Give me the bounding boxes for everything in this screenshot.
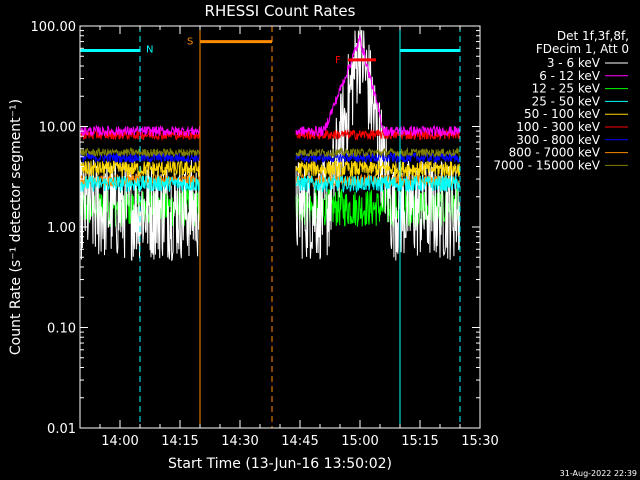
legend: Det 1f,3f,8f, FDecim 1, Att 0 3 - 6 keV6… bbox=[493, 29, 629, 172]
y-tick-label: 0.01 bbox=[47, 422, 76, 437]
legend-entry-label: 50 - 100 keV bbox=[524, 107, 601, 121]
axes: 0.01 0.10 1.00 10.00 100.00 14:00 14:15 14:30 14… bbox=[31, 20, 499, 449]
legend-entry-label: 100 - 300 keV bbox=[516, 120, 600, 134]
legend-entry-label: 25 - 50 keV bbox=[532, 94, 601, 108]
legend-entry-label: 6 - 12 keV bbox=[539, 69, 601, 83]
y-axis-label: Count Rate (s⁻¹ detector segment⁻¹) bbox=[8, 99, 24, 355]
y-tick-label: 1.00 bbox=[47, 221, 76, 236]
legend-header-line1: Det 1f,3f,8f, bbox=[557, 29, 629, 43]
night-label: N bbox=[146, 45, 153, 56]
x-tick-label: 15:30 bbox=[461, 434, 498, 449]
x-axis-label: Start Time (13-Jun-16 13:50:02) bbox=[168, 456, 392, 472]
x-tick-label: 14:00 bbox=[101, 434, 138, 449]
x-tick-label: 14:30 bbox=[221, 434, 258, 449]
x-tick-label: 14:45 bbox=[281, 434, 318, 449]
legend-header-line2: FDecim 1, Att 0 bbox=[536, 42, 629, 56]
series-line-7000-15000-kev bbox=[79, 146, 460, 159]
x-tick-label: 14:15 bbox=[161, 434, 198, 449]
x-tick-label: 15:00 bbox=[341, 434, 378, 449]
series-line-50-100-kev bbox=[79, 159, 461, 178]
flare-label: F bbox=[335, 55, 341, 66]
y-tick-label: 10.00 bbox=[39, 121, 76, 136]
legend-entry-label: 7000 - 15000 keV bbox=[493, 158, 600, 172]
legend-entry-label: 300 - 800 keV bbox=[516, 133, 600, 147]
y-tick-label: 100.00 bbox=[31, 20, 77, 35]
y-tick-label: 0.10 bbox=[47, 322, 76, 337]
chart-title: RHESSI Count Rates bbox=[205, 2, 356, 20]
x-tick-label: 15:15 bbox=[401, 434, 438, 449]
legend-entry-label: 3 - 6 keV bbox=[547, 56, 601, 70]
saa-label: S bbox=[187, 37, 193, 48]
legend-entry-label: 800 - 7000 keV bbox=[509, 146, 601, 160]
footer-timestamp: 31-Aug-2022 22:39 bbox=[560, 469, 637, 478]
legend-entry-label: 12 - 25 keV bbox=[532, 82, 601, 96]
